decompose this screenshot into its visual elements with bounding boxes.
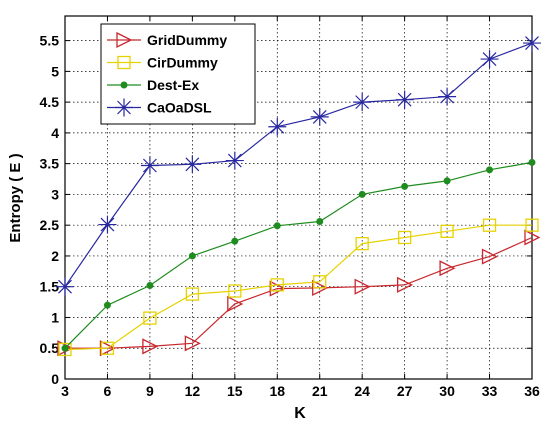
data-point — [316, 217, 324, 225]
y-tick-label: 0.5 — [40, 340, 60, 356]
x-tick-label: 3 — [61, 383, 69, 399]
x-tick-label: 21 — [312, 383, 328, 399]
series-line — [64, 161, 533, 349]
legend-label: CaOaDSL — [147, 100, 212, 116]
data-point — [528, 158, 536, 166]
data-point — [440, 224, 454, 238]
legend: GridDummy CirDummy Dest-Ex CaOaDSL — [100, 23, 256, 125]
data-point — [396, 276, 414, 293]
y-tick-label: 2 — [51, 248, 59, 264]
data-point — [184, 335, 201, 352]
data-point — [61, 344, 69, 352]
legend-label: GridDummy — [147, 32, 227, 48]
data-point — [100, 341, 115, 355]
y-tick-label: 5 — [51, 63, 59, 79]
data-point — [439, 260, 456, 277]
x-tick-label: 24 — [354, 383, 370, 399]
data-point — [482, 218, 497, 232]
data-point — [313, 275, 327, 289]
x-axis-label: K — [294, 405, 306, 422]
data-point — [188, 252, 196, 260]
data-point — [56, 277, 74, 296]
legend-label: Dest-Ex — [147, 77, 199, 93]
data-point — [401, 182, 409, 190]
x-tick-label: 9 — [146, 383, 154, 399]
legend-item: Dest-Ex — [107, 77, 199, 93]
series-cirdummy — [58, 218, 539, 357]
data-point — [523, 34, 541, 53]
data-point — [397, 230, 412, 245]
y-tick-label: 3.5 — [40, 156, 60, 172]
y-tick-label: 0 — [51, 371, 59, 387]
y-axis-label: Entropy ( E ) — [7, 153, 24, 242]
data-point — [98, 215, 117, 234]
x-tick-label: 18 — [269, 383, 285, 399]
y-tick-label: 5.5 — [40, 33, 60, 49]
data-point — [353, 93, 372, 112]
x-tick-label: 15 — [227, 383, 243, 399]
data-point — [146, 281, 154, 289]
data-point — [312, 279, 329, 296]
legend-item: CaOaDSL — [107, 98, 212, 117]
legend-marker — [117, 55, 131, 70]
data-point — [103, 301, 111, 309]
y-tick-label: 4.5 — [40, 94, 60, 110]
legend-marker — [116, 31, 133, 49]
y-tick-label: 1 — [51, 309, 59, 325]
data-point — [268, 117, 287, 136]
y-tick-label: 4 — [51, 125, 59, 141]
series-line — [64, 224, 532, 351]
data-point — [143, 311, 157, 325]
data-point — [525, 218, 539, 232]
data-point — [185, 287, 200, 301]
data-point — [270, 278, 284, 292]
y-tick-label: 2.5 — [40, 217, 60, 233]
series-layer — [56, 34, 541, 357]
x-tick-label: 30 — [439, 383, 455, 399]
data-point — [58, 342, 72, 357]
x-tick-label: 33 — [482, 383, 498, 399]
legend-item: GridDummy — [107, 31, 227, 49]
data-point — [481, 248, 498, 265]
data-point — [358, 190, 366, 198]
data-point — [486, 166, 494, 174]
data-point — [227, 295, 244, 312]
data-point — [480, 50, 499, 69]
data-point — [395, 90, 414, 109]
data-point — [273, 222, 281, 230]
series-dest-ex — [61, 158, 536, 352]
legend-marker — [120, 81, 128, 89]
data-point — [310, 107, 329, 126]
legend-item: CirDummy — [107, 55, 218, 71]
series-line — [64, 42, 533, 288]
data-point — [354, 278, 371, 295]
data-point — [355, 236, 369, 251]
legend-marker — [115, 98, 133, 117]
series-caoadsl — [56, 34, 541, 296]
y-tick-label: 3 — [51, 186, 59, 202]
data-point — [142, 338, 159, 355]
data-point — [225, 151, 244, 170]
x-tick-label: 36 — [524, 383, 540, 399]
axes: 3 6 9 12 15 18 21 24 27 30 33 3600.511.522.533.544.… — [40, 15, 540, 399]
x-tick-label: 27 — [397, 383, 413, 399]
y-tick-label: 1.5 — [40, 279, 60, 295]
data-point — [524, 229, 541, 246]
data-point — [228, 284, 242, 298]
x-tick-label: 12 — [185, 383, 201, 399]
data-point — [183, 155, 202, 174]
data-point — [443, 177, 451, 185]
legend-label: CirDummy — [147, 55, 218, 71]
data-point — [438, 87, 457, 106]
data-point — [231, 237, 239, 245]
plot-frame — [64, 15, 533, 380]
data-point — [140, 156, 159, 175]
x-tick-label: 6 — [104, 383, 112, 399]
